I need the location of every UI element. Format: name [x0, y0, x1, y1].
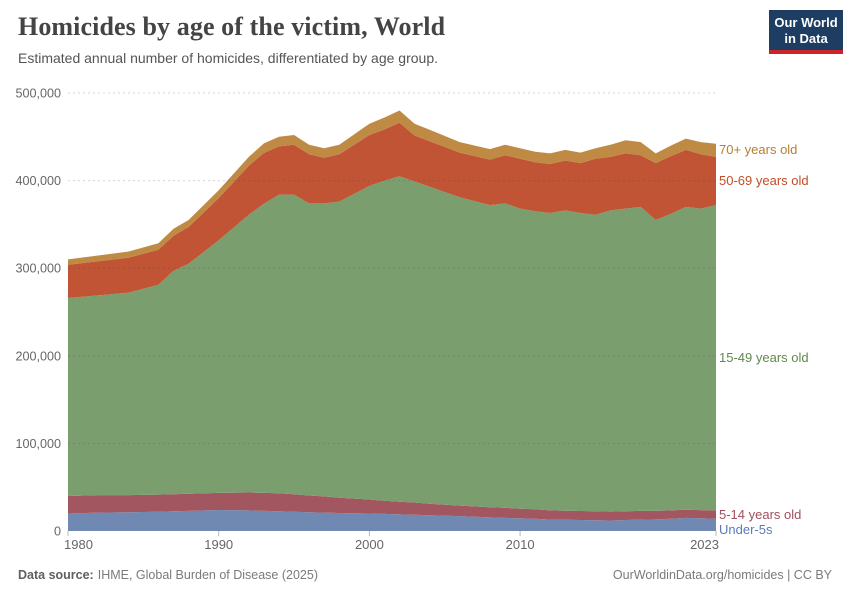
stacked-area-chart[interactable]: 0 100,000 200,000 300,000 400,000 500,000 1980… — [0, 0, 850, 565]
credit-link[interactable]: OurWorldinData.org/homicides | CC BY — [612, 568, 832, 582]
data-source: Data source: IHME, Global Burden of Disea… — [18, 568, 318, 582]
owid-logo[interactable]: Our World in Data — [769, 10, 843, 55]
x-tick-label: 1980 — [64, 537, 93, 552]
y-tick-label: 300,000 — [15, 262, 61, 276]
x-tick-label: 2023 — [690, 537, 719, 552]
y-tick-label: 500,000 — [15, 87, 61, 101]
y-tick-label: 200,000 — [15, 349, 61, 363]
y-tick-label: 100,000 — [15, 437, 61, 451]
area-under-5s[interactable] — [68, 510, 716, 531]
area-5-14-years-old[interactable] — [68, 492, 716, 521]
page-title: Homicides by age of the victim, World — [18, 12, 446, 41]
area-15-49-years-old[interactable] — [68, 176, 716, 512]
x-tick-label: 2010 — [506, 537, 535, 552]
y-tick-label: 400,000 — [15, 174, 61, 188]
y-tick-label: 0 — [54, 525, 61, 539]
owid-logo-line1: Our World — [774, 15, 838, 30]
chart-canvas[interactable]: 0 100,000 200,000 300,000 400,000 500,000 1980… — [0, 0, 850, 565]
area-50-69-years-old[interactable] — [68, 122, 716, 298]
owid-logo-line2: in Data — [784, 30, 828, 46]
chart-subtitle: Estimated annual number of homicides, di… — [18, 50, 438, 66]
data-source-text: IHME, Global Burden of Disease (2025) — [97, 568, 318, 582]
data-source-label: Data source: — [18, 568, 94, 582]
x-tick-label: 2000 — [355, 537, 384, 552]
chart-footer: Data source: IHME, Global Burden of Disea… — [18, 568, 832, 582]
x-tick-label: 1990 — [204, 537, 233, 552]
